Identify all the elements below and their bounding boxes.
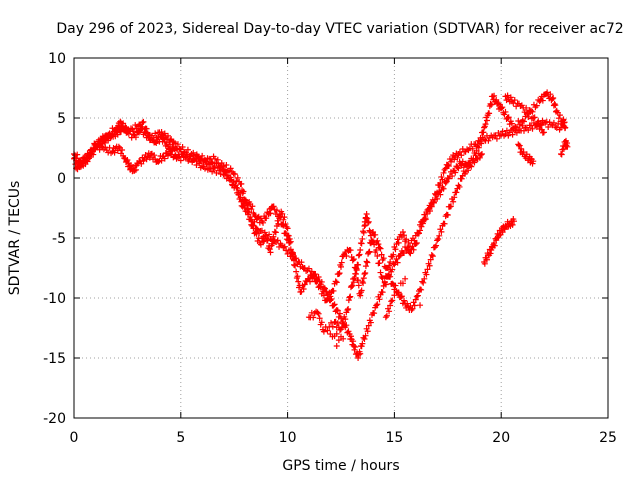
y-tick-label: 5 xyxy=(57,111,66,127)
x-tick-label: 25 xyxy=(599,430,617,446)
y-axis-label: SDTVAR / TECUs xyxy=(7,181,23,296)
grid-lines xyxy=(74,58,608,418)
chart-title: Day 296 of 2023, Sidereal Day-to-day VTE… xyxy=(56,21,623,37)
x-tick-label: 5 xyxy=(176,430,185,446)
axis-ticks: 0 5 10 15 20 25 -20 -15 -10 -5 0 5 10 xyxy=(43,51,617,446)
y-tick-label: 0 xyxy=(57,171,66,187)
y-tick-label: -5 xyxy=(52,231,66,247)
x-tick-label: 20 xyxy=(492,430,510,446)
x-tick-label: 15 xyxy=(385,430,403,446)
y-tick-label: 10 xyxy=(48,51,66,67)
y-tick-label: -15 xyxy=(43,351,66,367)
x-axis-label: GPS time / hours xyxy=(282,458,399,474)
x-tick-label: 0 xyxy=(70,430,79,446)
y-tick-label: -20 xyxy=(43,411,66,427)
y-tick-label: -10 xyxy=(43,291,66,307)
x-tick-label: 10 xyxy=(279,430,297,446)
